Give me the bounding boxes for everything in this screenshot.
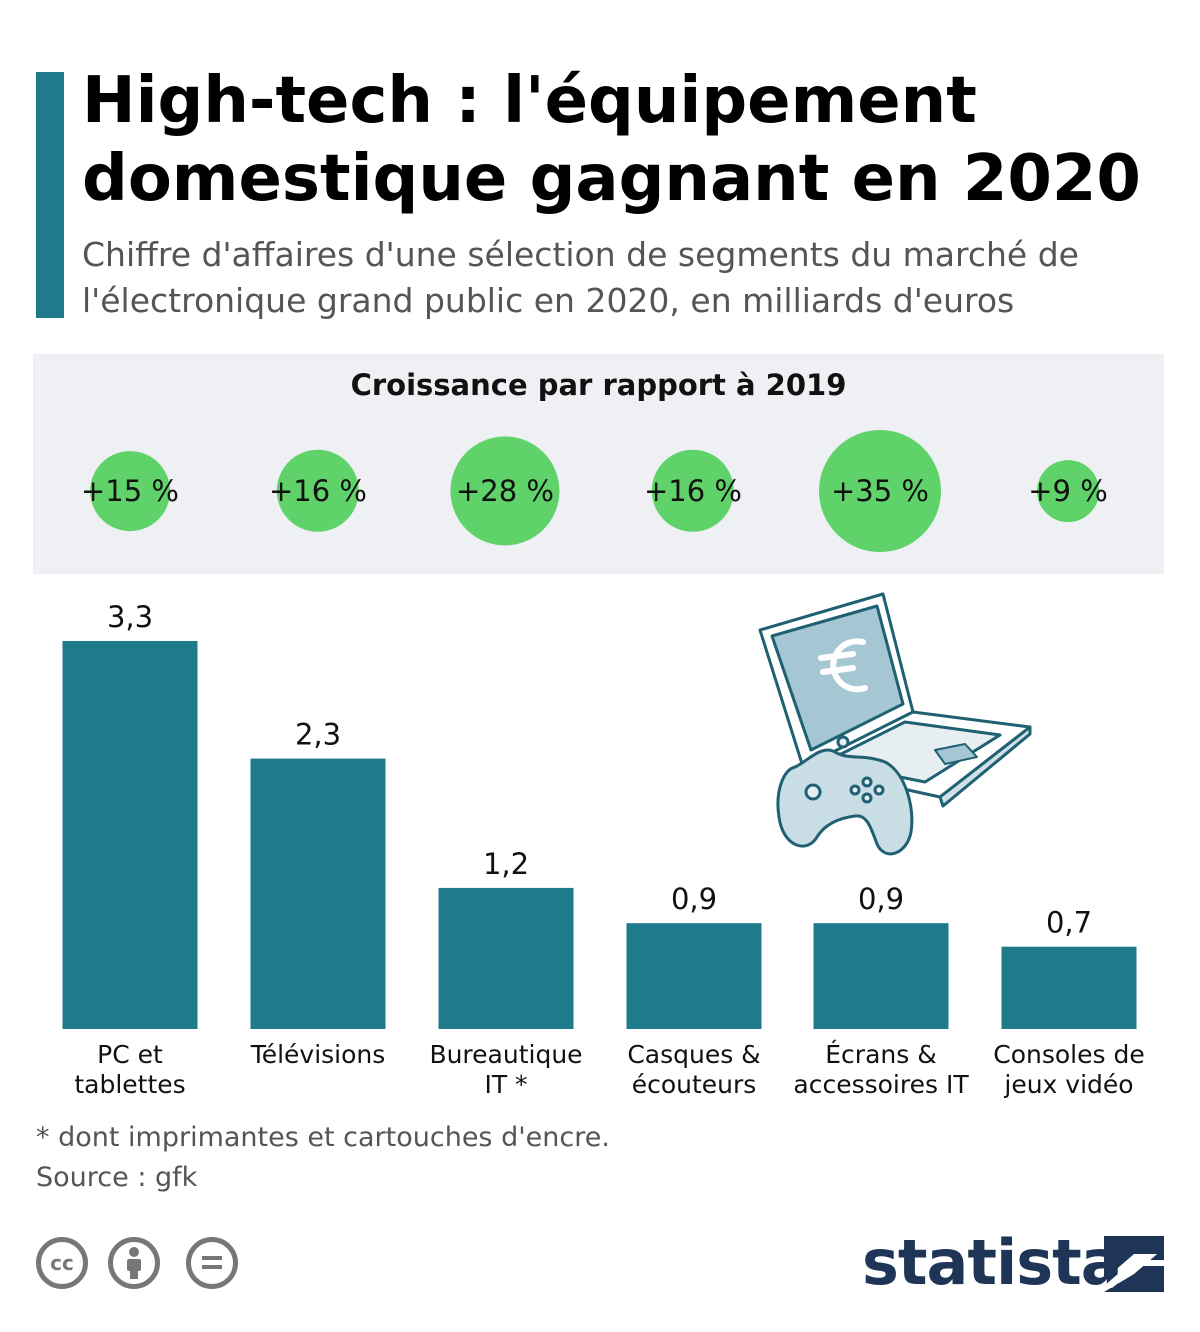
bar-value-label: 0,7 — [1046, 906, 1092, 940]
category-label: Bureautique — [429, 1040, 582, 1069]
bar-value-label: 0,9 — [671, 882, 717, 916]
growth-label: +9 % — [1028, 474, 1108, 508]
growth-label: +15 % — [81, 474, 179, 508]
bar-value-label: 1,2 — [483, 847, 529, 881]
growth-label: +16 % — [269, 474, 367, 508]
growth-bubble — [819, 430, 941, 552]
euro-icon — [818, 638, 868, 693]
category-label: Télévisions — [250, 1040, 386, 1069]
category-label: écouteurs — [632, 1070, 757, 1099]
category-label: Casques & — [627, 1040, 760, 1069]
attribution-icon[interactable] — [108, 1237, 160, 1289]
bar-value-label: 2,3 — [295, 718, 341, 752]
title-accent-bar — [36, 72, 64, 318]
bar-value-label: 3,3 — [107, 600, 153, 634]
growth-title: Croissance par rapport à 2019 — [350, 368, 847, 402]
category-label: accessoires IT — [793, 1070, 969, 1099]
bar — [250, 758, 386, 1029]
bar — [626, 923, 762, 1029]
no-derivatives-icon[interactable] — [186, 1237, 238, 1289]
category-label: Consoles de — [993, 1040, 1144, 1069]
bar — [438, 887, 574, 1029]
growth-label: +16 % — [644, 474, 742, 508]
growth-bubble — [90, 451, 170, 531]
laptop-gamepad-illustration — [758, 592, 1032, 856]
growth-label: +35 % — [831, 474, 929, 508]
growth-bubble — [450, 436, 560, 546]
footnote: * dont imprimantes et cartouches d'encre… — [36, 1122, 610, 1153]
cc-icon[interactable]: cc — [36, 1237, 88, 1289]
chart-title: High-tech : l'équipement domestique gagn… — [82, 64, 1141, 216]
bar — [1001, 946, 1137, 1029]
gamepad-icon — [776, 735, 914, 856]
chart-subtitle: Chiffre d'affaires d'une sélection de se… — [82, 235, 1079, 320]
category-label: IT * — [484, 1070, 527, 1099]
growth-panel: Croissance par rapport à 2019 +15 % +16 %… — [33, 354, 1164, 574]
category-label: Écrans & — [825, 1040, 936, 1069]
bar — [62, 641, 198, 1029]
statista-logo-text[interactable]: statista — [862, 1226, 1123, 1299]
person-icon — [127, 1247, 141, 1279]
growth-bubble — [276, 449, 360, 533]
category-label: tablettes — [74, 1070, 185, 1099]
category-label: PC et — [97, 1040, 163, 1069]
source-note: Source : gfk — [36, 1162, 198, 1193]
category-label: jeux vidéo — [1003, 1070, 1133, 1099]
bar-value-label: 0,9 — [858, 882, 904, 916]
growth-bubble — [651, 449, 735, 533]
growth-label: +28 % — [456, 474, 554, 508]
growth-bubble — [1037, 460, 1099, 522]
bar — [813, 923, 949, 1029]
statista-logo-icon[interactable] — [1104, 1236, 1164, 1292]
equals-icon — [202, 1256, 222, 1269]
